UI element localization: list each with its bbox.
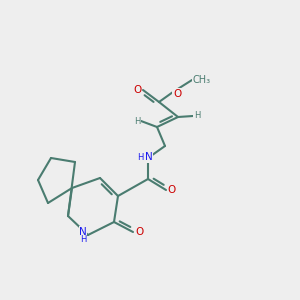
- Text: H: H: [137, 152, 143, 161]
- Text: N: N: [79, 227, 87, 237]
- Text: H: H: [194, 112, 200, 121]
- Text: H: H: [134, 116, 140, 125]
- Text: CH₃: CH₃: [193, 75, 211, 85]
- Text: O: O: [135, 227, 143, 237]
- Text: O: O: [173, 89, 181, 99]
- Text: O: O: [133, 85, 141, 95]
- Text: H: H: [80, 236, 86, 244]
- Text: O: O: [168, 185, 176, 195]
- Text: N: N: [145, 152, 153, 162]
